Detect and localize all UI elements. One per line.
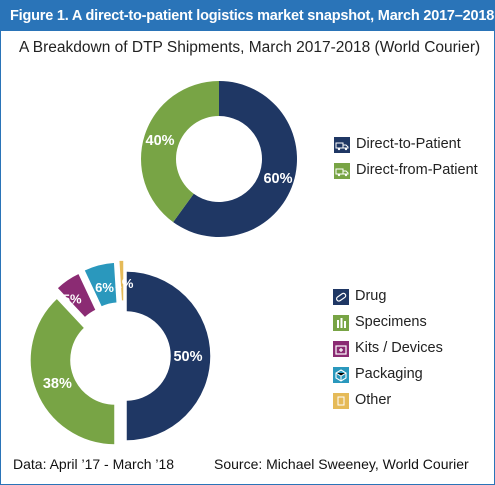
- legend-label: Kits / Devices: [355, 340, 443, 356]
- slice-direct-from-patient: [141, 81, 219, 223]
- legend-label: Specimens: [355, 314, 427, 330]
- legend-label: Direct-from-Patient: [356, 162, 478, 178]
- legend-label: Direct-to-Patient: [356, 136, 461, 152]
- test-tube-icon: [333, 315, 349, 331]
- truck-icon: [334, 163, 350, 179]
- kit-box-icon: [333, 341, 349, 357]
- legend-label: Other: [355, 392, 392, 408]
- figure-title: Figure 1. A direct-to-patient logistics …: [10, 8, 495, 24]
- data-label-direct-to-patient: 60%: [263, 171, 292, 187]
- data-period-note: Data: April ’17 - March ’18: [13, 456, 175, 472]
- figure-banner: Figure 1. A direct-to-patient logistics …: [1, 1, 494, 31]
- document-icon: [333, 393, 349, 409]
- legend-label: Packaging: [355, 366, 423, 382]
- data-label-other: 1%: [115, 276, 134, 291]
- data-label-specimens: 38%: [43, 376, 72, 392]
- data-label-drug: 50%: [173, 349, 202, 365]
- slice-packaging: [82, 261, 119, 309]
- slice-direct-to-patient: [173, 81, 297, 237]
- legend-label: Drug: [355, 288, 387, 304]
- package-icon: [333, 367, 349, 383]
- shipment-type-donut: 50% 38% 5% 6% 1%: [29, 259, 212, 446]
- data-label-packaging: 6%: [95, 280, 114, 295]
- shipments-direction-donut: 60% 40%: [141, 81, 297, 237]
- data-label-kits-devices: 5%: [63, 292, 82, 307]
- slice-drug: [125, 270, 212, 442]
- data-label-direct-from-patient: 40%: [146, 133, 175, 149]
- slice-kits-devices: [55, 272, 98, 319]
- source-note: Source: Michael Sweeney, World Courier: [214, 456, 469, 472]
- slice-specimens: [29, 296, 116, 446]
- chart-subtitle: A Breakdown of DTP Shipments, March 2017…: [19, 39, 481, 56]
- pill-icon: [333, 289, 349, 305]
- slice-other: [117, 259, 125, 302]
- truck-icon: [334, 137, 350, 153]
